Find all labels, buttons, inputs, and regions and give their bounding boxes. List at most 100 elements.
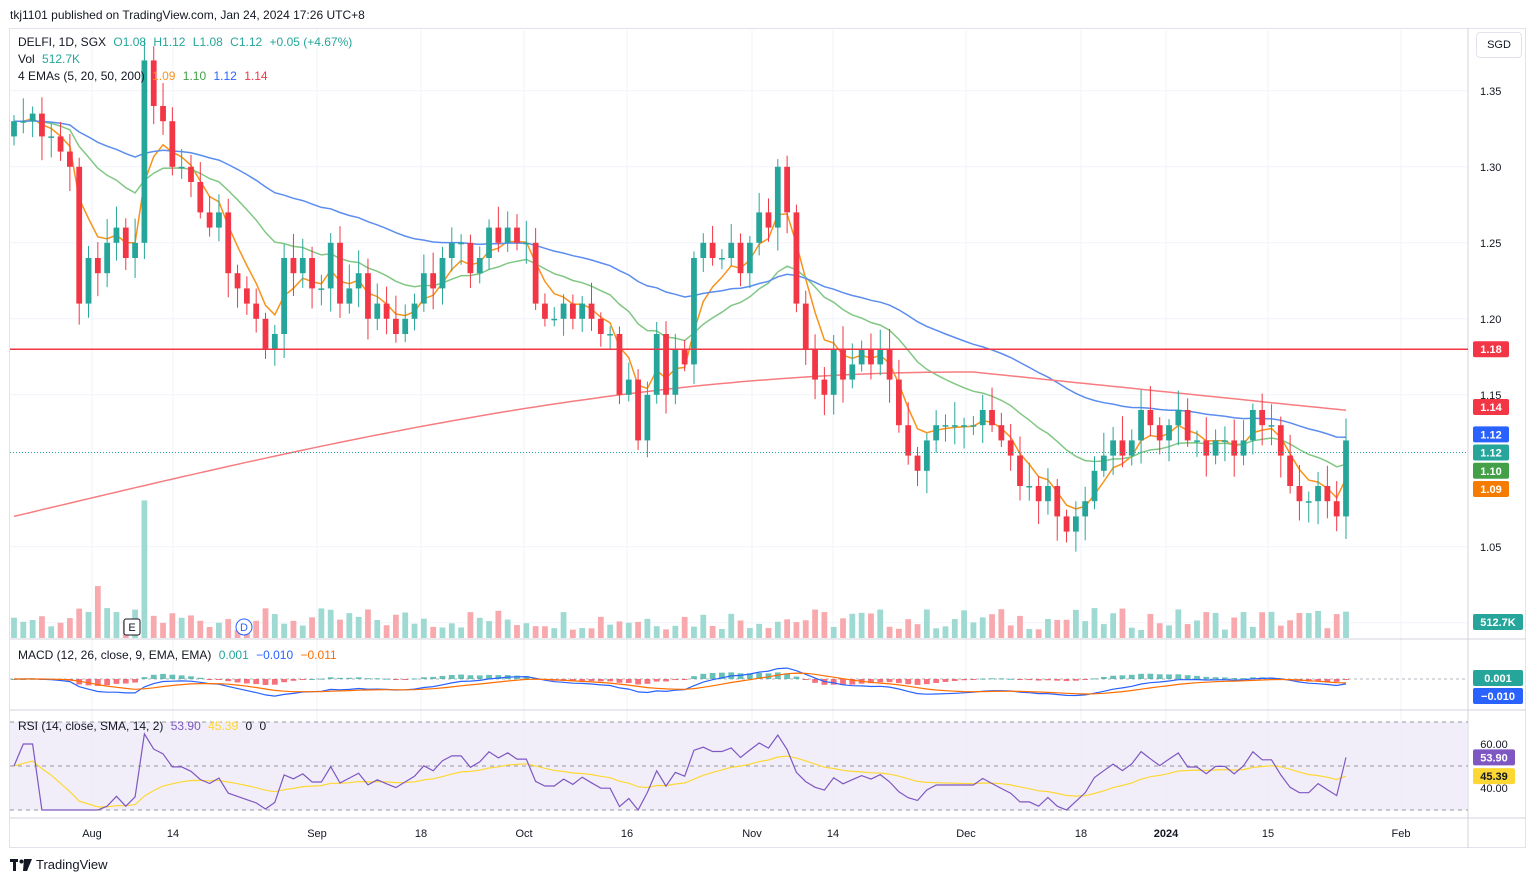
macd-histogram-bar [1082, 679, 1089, 680]
macd-histogram-bar [1231, 678, 1238, 680]
x-tick-label: 14 [167, 828, 179, 840]
candle-body [150, 60, 157, 106]
price-label-box [1473, 444, 1509, 461]
ohlc-close: C1.12 [230, 35, 263, 49]
macd-histogram-bar [709, 672, 716, 679]
volume-bar [672, 625, 679, 638]
volume-bar [160, 622, 166, 638]
volume-bar [178, 617, 185, 638]
macd-histogram-bar [327, 677, 334, 679]
macd-histogram-bar [1063, 679, 1070, 682]
volume-bar [1203, 612, 1210, 638]
candle-body [560, 303, 567, 319]
candle-body [113, 227, 120, 243]
volume-bar [840, 618, 846, 638]
volume-bar [1333, 614, 1340, 638]
candle-body [458, 242, 464, 245]
macd-histogram-bar [1194, 675, 1200, 679]
volume-bar [653, 626, 660, 638]
candle-body [1063, 516, 1070, 532]
macd-histogram-bar [1128, 674, 1135, 679]
candle-body [812, 349, 818, 380]
volume-bar [1175, 609, 1182, 638]
volume-bar [905, 619, 912, 638]
candle-body [216, 212, 222, 228]
macd-label-box [1473, 670, 1523, 686]
volume-bar [169, 613, 176, 638]
volume-bar [262, 608, 269, 638]
x-tick-label: Sep [307, 828, 327, 840]
x-tick-label: 18 [415, 828, 427, 840]
volume-bar [1100, 624, 1107, 638]
volume-bar [113, 612, 120, 638]
candle-body [905, 425, 912, 456]
candle-body [104, 242, 111, 274]
candle-body [625, 379, 632, 395]
ema-legend: 4 EMAs (5, 20, 50, 200) 1.09 1.10 1.12 1… [18, 69, 272, 83]
ohlc-low: L1.08 [192, 35, 223, 49]
macd-label-box [1473, 688, 1523, 704]
candle-body [281, 258, 288, 334]
macd-histogram-bar [290, 679, 297, 681]
candle-body [393, 318, 399, 334]
volume-bar [85, 611, 92, 638]
vol-label: Vol [18, 52, 35, 66]
price-label-box [1473, 426, 1509, 443]
macd-histogram-bar [1017, 679, 1023, 680]
volume-bar [551, 628, 558, 638]
axes: 1.351.301.251.201.151.051.00Aug14Sep18Oc… [82, 86, 1501, 840]
volume-bar [1194, 620, 1200, 638]
candle-body [1315, 486, 1321, 502]
macd-histogram-bar [346, 677, 353, 679]
candle-body [877, 349, 884, 365]
macd-histogram-bar [644, 679, 651, 684]
volume-bar [951, 619, 958, 638]
macd-histogram-bar [793, 676, 800, 679]
candle-body [430, 273, 437, 289]
volume-bar [1091, 608, 1098, 638]
macd-histogram-bar [122, 679, 129, 684]
volume-bar [1222, 629, 1228, 638]
tradingview-logo[interactable]: TradingView [10, 857, 108, 872]
candle-body [67, 151, 73, 167]
candle-body [346, 288, 353, 304]
macd-histogram-bar [430, 676, 437, 679]
currency-button[interactable]: SGD [1476, 32, 1522, 58]
earnings-marker-text: E [128, 622, 135, 634]
macd-histogram-bar [355, 677, 362, 679]
macd-histogram-bar [1072, 679, 1079, 681]
volume-bar [67, 618, 73, 638]
chart-frame[interactable] [9, 28, 1526, 848]
macd-histogram-bar [132, 679, 138, 683]
macd-histogram-bar [1203, 676, 1210, 679]
price-label-text: 1.12 [1480, 429, 1501, 441]
candle-body [588, 303, 595, 319]
macd-histogram-bar [439, 675, 446, 679]
volume-bar [411, 623, 418, 638]
volume-bar [1082, 621, 1089, 638]
volume-bar [48, 626, 55, 638]
macd-histogram-bar [877, 679, 884, 683]
x-tick-label: Dec [956, 828, 976, 840]
volume-bar [691, 626, 697, 638]
volume-bar [1054, 619, 1061, 638]
volume-bar [1305, 613, 1312, 638]
ema-line [14, 117, 1347, 510]
macd-histogram-bar [607, 679, 614, 682]
macd-histogram-bar [933, 679, 940, 684]
ema20-value: 1.10 [182, 69, 207, 83]
volume-bar [327, 609, 334, 638]
macd-histogram-bar [923, 679, 930, 685]
price-label-text: 1.12 [1480, 448, 1501, 460]
candle-body [1147, 410, 1154, 426]
volume-label-text: 512.7K [1480, 617, 1516, 629]
volume-bar [1324, 628, 1331, 638]
candle-body [597, 318, 604, 334]
volume-bar [1063, 619, 1070, 638]
volume-bar [20, 621, 27, 638]
volume-bar [355, 616, 362, 638]
volume-bar [188, 615, 194, 638]
x-tick-label: 2024 [1154, 828, 1179, 840]
symbol-name: DELFI, 1D, SGX [18, 35, 107, 49]
